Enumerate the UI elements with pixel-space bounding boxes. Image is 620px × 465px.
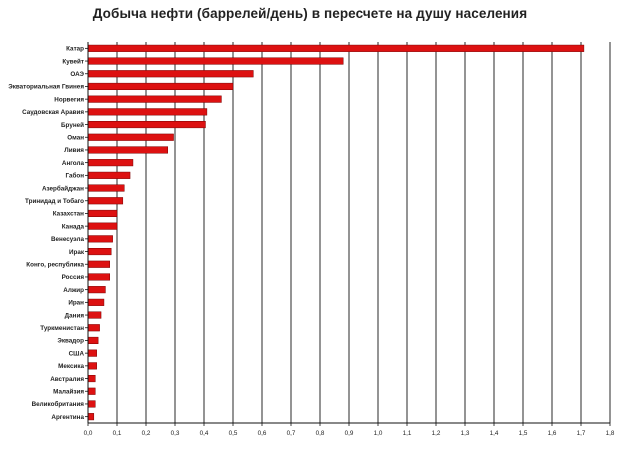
category-label: Кувейт (62, 57, 84, 65)
category-label: Азербайджан (42, 184, 84, 192)
tick-labels: 0,0 0,1 0,2 0,3 0,4 0,5 0,6 0,7 0,8 0,9 1,0 1,1 1,2 1… (84, 430, 615, 437)
category-label: Экваториальная Гвинея (8, 84, 84, 91)
bar (87, 146, 168, 154)
category-label: Оман (67, 134, 84, 141)
bar (87, 82, 234, 91)
x-tick-label: 0,3 (171, 430, 180, 437)
category-label: Норвегия (54, 96, 84, 103)
x-tick-label: 0,0 (84, 430, 93, 437)
x-tick-label: 0,5 (229, 430, 238, 437)
category-label: Иран (68, 300, 84, 307)
bar (87, 387, 96, 395)
category-label: Ливия (64, 147, 84, 154)
x-tick-label: 1,6 (548, 430, 557, 437)
x-tick-label: 1,2 (432, 430, 441, 437)
bar (87, 362, 97, 370)
bar (87, 44, 585, 52)
category-label: Алжир (63, 287, 84, 294)
category-label: Тринидад и Тобаго (25, 197, 84, 205)
bar (87, 324, 100, 332)
category-label: Малайзия (53, 387, 84, 395)
bar (87, 374, 96, 383)
chart-title: Добыча нефти (баррелей/день) в пересчете… (92, 6, 528, 21)
bar (87, 57, 344, 65)
category-label: Габон (65, 172, 84, 180)
bar (87, 184, 125, 192)
category-label: Аргентина (51, 414, 84, 421)
x-tick-label: 1,0 (374, 430, 383, 437)
bar (87, 95, 222, 103)
category-label: Россия (62, 274, 85, 281)
category-label: Мексика (58, 363, 84, 370)
category-label: Бруней (61, 121, 84, 129)
bar (87, 70, 254, 78)
bar (87, 209, 118, 218)
x-tick-label: 0,4 (200, 430, 209, 437)
bars (87, 44, 585, 421)
category-label: Австралия (50, 376, 84, 383)
category-label: Конго, республика (26, 260, 84, 268)
bar (87, 413, 95, 421)
x-tick-label: 0,6 (258, 430, 267, 437)
category-label: Катар (66, 46, 84, 53)
bar (87, 120, 206, 129)
bar (87, 336, 99, 345)
bar (87, 108, 208, 116)
x-tick-label: 0,7 (287, 430, 296, 437)
bar (87, 298, 105, 306)
x-tick-label: 1,1 (403, 430, 412, 437)
x-tick-label: 1,8 (606, 430, 615, 437)
x-tick-label: 0,2 (142, 430, 151, 437)
x-tick-label: 1,4 (490, 430, 499, 437)
axes (85, 42, 611, 426)
category-label: ОАЭ (70, 71, 84, 78)
bar (87, 197, 124, 205)
x-tick-label: 1,3 (461, 430, 470, 437)
category-label: Великобритания (32, 400, 85, 408)
bar (87, 235, 113, 243)
category-label: Эквадор (57, 338, 84, 345)
category-label: Казахстан (53, 211, 84, 218)
x-tick-label: 0,9 (345, 430, 354, 437)
bar (87, 171, 131, 179)
grid-lines (116, 42, 611, 423)
category-label: Канада (62, 223, 85, 230)
category-label: Саудовская Аравия (22, 109, 84, 116)
category-label: Туркменистан (40, 325, 84, 332)
x-tick-label: 0,1 (113, 430, 122, 437)
bar (87, 260, 110, 268)
bar (87, 311, 102, 319)
bar (87, 133, 174, 141)
bar (87, 286, 106, 294)
category-label: Ирак (69, 249, 85, 256)
category-label: Венесуэла (51, 236, 85, 243)
bar (87, 273, 110, 281)
category-label: США (69, 350, 85, 357)
bar (87, 349, 97, 357)
bar (87, 159, 134, 167)
category-label: Дания (65, 312, 85, 319)
x-tick-label: 1,5 (519, 430, 528, 437)
x-tick-label: 1,7 (577, 430, 586, 437)
category-labels: Катар Кувейт ОАЭ Экваториальная Гвинея Норве… (8, 46, 85, 421)
bar (87, 222, 118, 230)
bar (87, 400, 96, 408)
bar (87, 247, 112, 256)
category-label: Ангола (62, 160, 85, 167)
x-tick-label: 0,8 (316, 430, 325, 437)
